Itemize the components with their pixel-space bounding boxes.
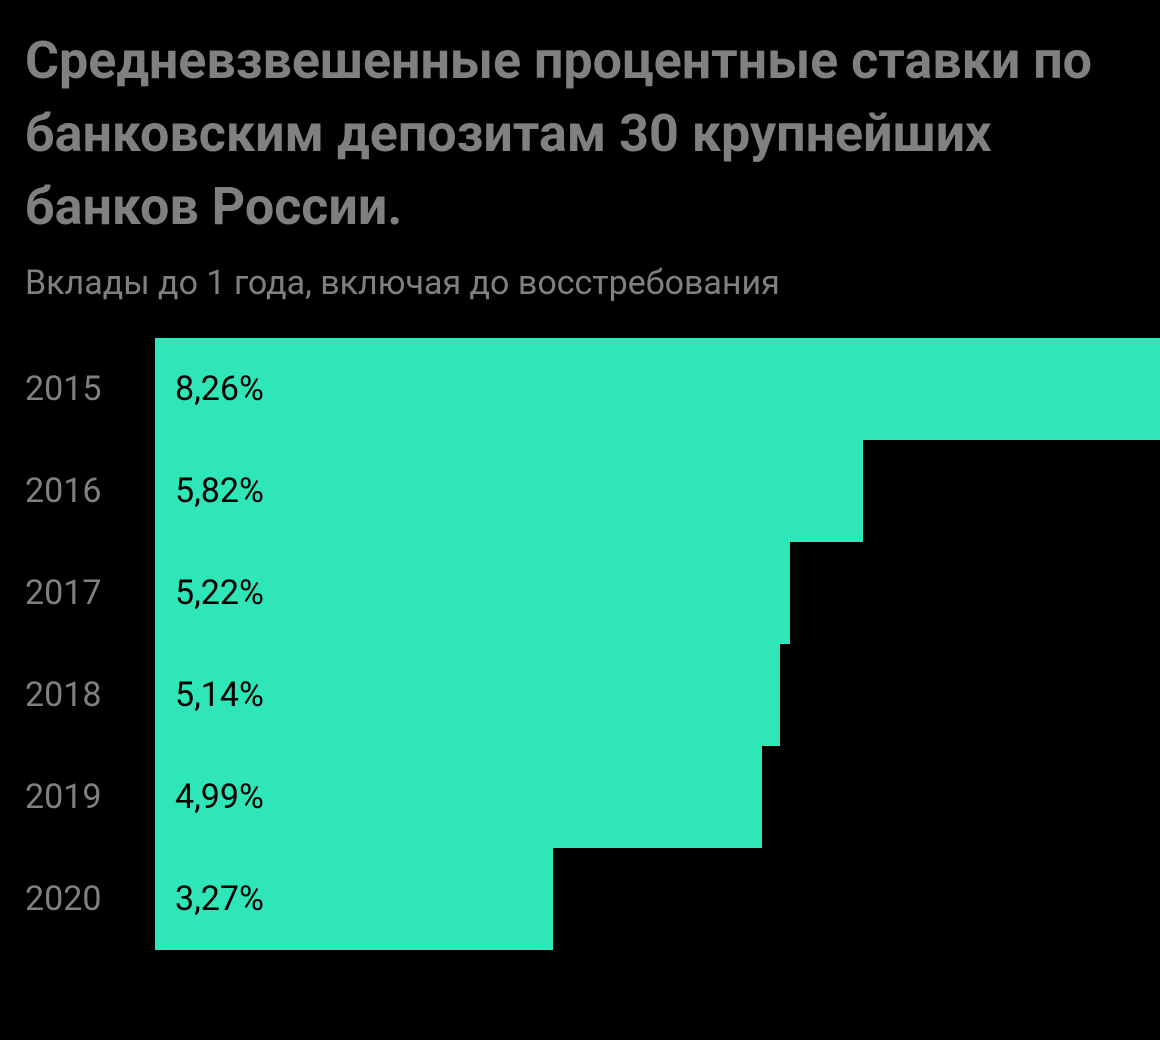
- bar-wrap: 4,99%: [155, 746, 1160, 848]
- bar: 4,99%: [155, 746, 762, 848]
- bar: 8,26%: [155, 338, 1160, 440]
- bar-value-label: 4,99%: [175, 777, 264, 817]
- bar-wrap: 8,26%: [155, 338, 1160, 440]
- year-label: 2016: [25, 471, 155, 511]
- bar-value-label: 5,14%: [175, 675, 264, 715]
- chart-row: 2020 3,27%: [25, 848, 1160, 950]
- bar: 5,14%: [155, 644, 780, 746]
- bar: 5,22%: [155, 542, 790, 644]
- chart-container: Средневзвешенные процентные ставки по ба…: [0, 0, 1160, 1040]
- chart-row: 2015 8,26%: [25, 338, 1160, 440]
- year-label: 2019: [25, 777, 155, 817]
- year-label: 2020: [25, 879, 155, 919]
- year-label: 2018: [25, 675, 155, 715]
- bar-wrap: 5,22%: [155, 542, 1160, 644]
- bar: 5,82%: [155, 440, 863, 542]
- bar-value-label: 5,82%: [175, 471, 264, 511]
- bar: 3,27%: [155, 848, 553, 950]
- chart-row: 2018 5,14%: [25, 644, 1160, 746]
- chart-row: 2016 5,82%: [25, 440, 1160, 542]
- chart-row: 2019 4,99%: [25, 746, 1160, 848]
- chart-title: Средневзвешенные процентные ставки по ба…: [0, 0, 1160, 253]
- chart-row: 2017 5,22%: [25, 542, 1160, 644]
- bar-wrap: 3,27%: [155, 848, 1160, 950]
- chart-subtitle: Вклады до 1 года, включая до восстребова…: [0, 253, 1160, 338]
- bar-value-label: 3,27%: [175, 879, 264, 919]
- bar-wrap: 5,82%: [155, 440, 1160, 542]
- bar-value-label: 8,26%: [175, 369, 264, 409]
- year-label: 2015: [25, 369, 155, 409]
- bar-value-label: 5,22%: [175, 573, 264, 613]
- bar-wrap: 5,14%: [155, 644, 1160, 746]
- chart-area: 2015 8,26% 2016 5,82% 2017 5,22%: [0, 338, 1160, 950]
- year-label: 2017: [25, 573, 155, 613]
